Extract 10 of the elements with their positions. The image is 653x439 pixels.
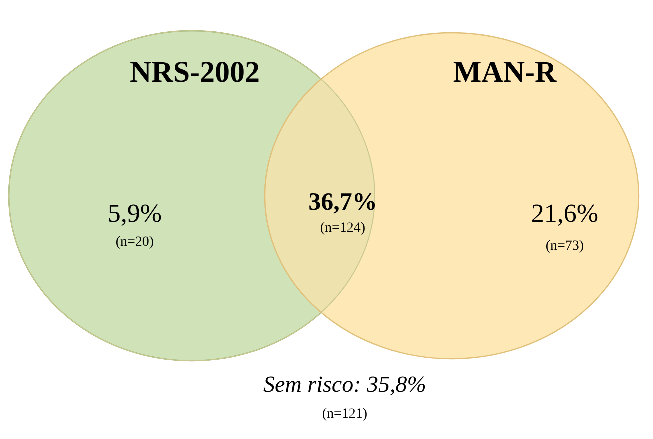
text: (n=121) xyxy=(322,407,368,422)
data-label: 5,9% xyxy=(108,199,162,228)
text: (n=20) xyxy=(116,235,154,250)
text: (n=73) xyxy=(546,239,584,254)
text: NRS-2002 xyxy=(130,56,260,89)
text: MAN-R xyxy=(453,56,557,89)
data-label: 21,6% xyxy=(531,199,599,228)
text: (n=124) xyxy=(320,221,366,236)
text: Sem risco: 35,8% xyxy=(264,372,426,397)
data-label: 36,7% xyxy=(308,189,378,216)
